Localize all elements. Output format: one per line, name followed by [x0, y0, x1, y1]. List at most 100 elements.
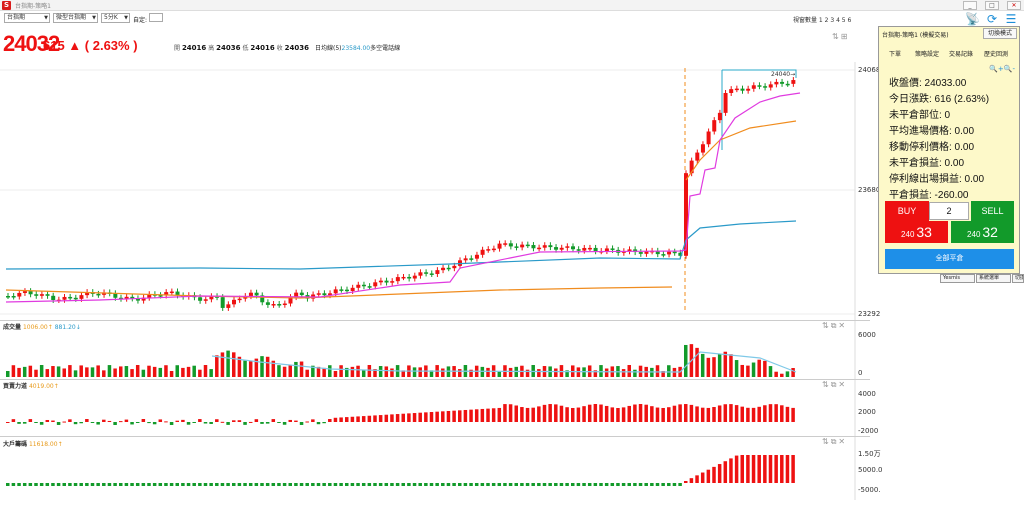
big-player-bar [271, 483, 276, 486]
big-player-bar [119, 483, 123, 486]
buying-power-bar [740, 406, 744, 422]
volume-bar [497, 370, 502, 377]
candle-body [763, 86, 768, 88]
panel-tools-main[interactable]: ⇅⊞ [832, 32, 850, 41]
zoom-icons[interactable]: 🔍+🔍- [989, 65, 1015, 73]
switch-mode-button[interactable]: 切換模式 [983, 28, 1017, 39]
big-player-bar [367, 483, 372, 486]
tab-records[interactable]: 交易記錄 [949, 51, 974, 58]
volume-bar [175, 365, 179, 377]
big-player-bar [469, 483, 473, 486]
big-player-bar [655, 483, 660, 486]
window-count[interactable]: 視窗數量 1 2 3 4 5 6 [793, 17, 852, 24]
candle-body [604, 248, 609, 252]
volume-bar [717, 353, 722, 377]
big-player-bar [621, 483, 626, 486]
big-player-bar [215, 483, 219, 486]
tab-yesmis[interactable]: Yesmis [940, 274, 975, 283]
buying-power-bar [616, 407, 620, 422]
tab-backtest[interactable]: 歷史回測 [984, 51, 1009, 58]
list-icon[interactable]: ☰ [1005, 12, 1017, 26]
volume-bar [729, 354, 733, 377]
volume-bar [655, 365, 660, 377]
trading-tabs: 下單 策略設定 交易記錄 歷史回測 [879, 49, 1021, 59]
product-select[interactable]: 微型台指期 ▼ [53, 13, 98, 23]
volume-bar [508, 367, 513, 377]
custom-input[interactable] [149, 13, 163, 22]
candle-body [751, 85, 756, 89]
close-all-button[interactable]: 全部平倉 [885, 249, 1014, 269]
volume-bar [124, 366, 129, 377]
buying-power-bar [243, 422, 247, 425]
volume-bar [367, 365, 372, 377]
big-player-bar [638, 483, 643, 486]
candle-body [316, 293, 321, 295]
big-player-bar [226, 483, 230, 486]
panel-tools-bigplayer[interactable]: ⇅⧉✕ [822, 437, 848, 446]
big-player-bar [73, 483, 78, 486]
tab-order[interactable]: 下單 [889, 51, 902, 58]
volume-bar [135, 365, 140, 377]
big-player-bar [22, 483, 27, 486]
candle-body [582, 247, 587, 251]
volume-bar [774, 371, 778, 377]
candle-body [390, 281, 395, 283]
volume-bar [288, 364, 292, 377]
big-player-bar [474, 483, 479, 486]
buying-power-bar [474, 409, 479, 422]
volume-bar [22, 366, 27, 377]
tab-switch[interactable]: 切換 [1012, 274, 1024, 283]
candle-body [508, 243, 513, 247]
big-player-bar [56, 483, 61, 486]
volume-bar [525, 369, 530, 377]
candle-body [124, 296, 129, 299]
symbol-select[interactable]: 台指期 ▼ [4, 13, 50, 23]
buying-power-bar [186, 422, 191, 425]
app-icon: S [2, 1, 11, 10]
signal-icon[interactable]: 📡 [965, 12, 980, 26]
candle-body [395, 277, 400, 282]
buying-power-bar [751, 407, 756, 422]
sell-button[interactable]: SELL [971, 201, 1014, 221]
big-player-bar [169, 483, 174, 486]
candle-body [215, 296, 220, 298]
volume-bar [6, 371, 10, 377]
big-player-bar [378, 483, 383, 486]
buying-power-bar [226, 422, 230, 425]
big-player-bar [458, 483, 462, 486]
big-player-bar [604, 483, 609, 486]
buying-power-bar [582, 406, 586, 422]
candle-body [587, 247, 592, 250]
refresh-icon[interactable]: ⟳ [986, 12, 998, 26]
info-unrealized-pl: 未平倉損益: 0.00 [889, 158, 965, 169]
quantity-input[interactable]: 2 [929, 202, 969, 220]
axis-buy-top: 4000 [858, 390, 876, 398]
tab-system-menu[interactable]: 系統選單 [976, 274, 1011, 283]
buying-power-bar [458, 410, 462, 422]
tab-strategy[interactable]: 策略設定 [915, 51, 940, 58]
candle-body [277, 304, 282, 306]
close-button[interactable]: ✕ [1007, 1, 1021, 10]
big-player-bar [113, 483, 117, 486]
candle-body [644, 251, 649, 254]
candle-body [299, 292, 304, 296]
volume-bar [226, 350, 230, 377]
panel-tools-buying[interactable]: ⇅⧉✕ [822, 380, 848, 389]
candle-body [130, 296, 135, 299]
big-player-bar [520, 483, 524, 486]
big-player-bar [45, 483, 50, 486]
buying-power-bar [650, 406, 654, 422]
minimize-button[interactable]: _ [963, 1, 977, 10]
panel-tools-volume[interactable]: ⇅⧉✕ [822, 321, 848, 330]
candle-body [328, 293, 333, 296]
volume-bar [537, 369, 541, 377]
buying-power-bar [85, 419, 89, 422]
maximize-button[interactable]: □ [985, 1, 999, 10]
bid-price-button[interactable]: 240 33 [885, 221, 948, 243]
buy-button[interactable]: BUY [885, 201, 929, 221]
interval-select[interactable]: 5分K ▼ [101, 13, 130, 23]
candle-body [147, 294, 152, 298]
ask-price-button[interactable]: 240 32 [951, 221, 1014, 243]
candle-body [695, 152, 700, 161]
